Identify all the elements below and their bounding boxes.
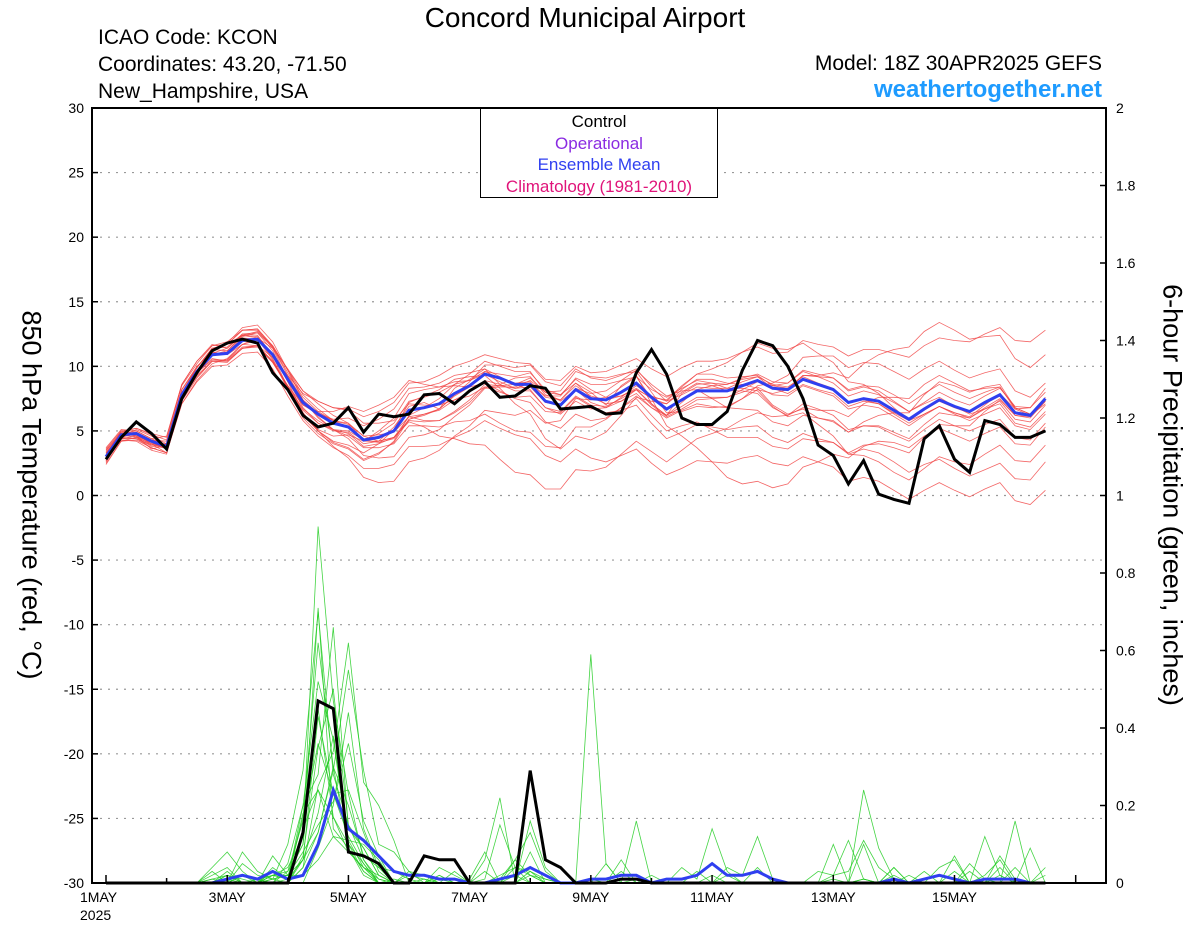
left-tick-label: 0 xyxy=(76,488,84,504)
temperature-member-line xyxy=(105,345,1046,461)
legend: Control Operational Ensemble Mean Climat… xyxy=(480,108,718,198)
precipitation-member-line xyxy=(106,681,1046,884)
temperature-member-line xyxy=(105,324,1046,461)
precipitation-member-lines xyxy=(106,526,1046,884)
model-run: Model: 18Z 30APR2025 GEFS xyxy=(814,52,1102,75)
precipitation-member-line xyxy=(106,735,1046,884)
right-tick-label: 1.2 xyxy=(1116,410,1136,426)
left-tick-label: -10 xyxy=(64,617,84,633)
temperature-member-line xyxy=(105,328,1046,489)
temperature-member-line xyxy=(105,329,1046,454)
legend-operational: Operational xyxy=(555,133,643,153)
precipitation-control-line xyxy=(106,698,1046,885)
precipitation-member-line xyxy=(106,743,1046,884)
legend-ensemble-mean: Ensemble Mean xyxy=(537,155,661,174)
precipitation-member-line xyxy=(106,708,1046,884)
right-tick-label: 0.2 xyxy=(1116,798,1136,814)
temperature-member-line xyxy=(105,346,1046,484)
left-tick-label: -25 xyxy=(64,810,84,826)
right-tick-label: 1 xyxy=(1116,488,1124,504)
right-tick-label: 0.8 xyxy=(1116,565,1136,581)
precipitation-member-line xyxy=(106,642,1046,884)
precipitation-member-line xyxy=(106,654,1046,884)
x-tick-label: 1MAY xyxy=(80,889,118,905)
temperature-member-line xyxy=(105,331,1046,490)
x-tick-label: 13MAY xyxy=(811,889,857,905)
left-tick-label: 5 xyxy=(76,423,84,439)
left-tick-label: -5 xyxy=(72,552,85,568)
temperature-member-line xyxy=(105,332,1046,460)
precipitation-member-line xyxy=(106,743,1046,884)
precipitation-member-line xyxy=(106,789,1046,884)
left-tick-label: 15 xyxy=(68,294,84,310)
right-axis-ticks: 2 1.8 1.6 1.4 1.2 1 0.8 0.6 0.4 0.2 0 xyxy=(1100,100,1136,891)
precipitation-member-line xyxy=(106,611,1046,884)
left-tick-label: -20 xyxy=(64,746,84,762)
location: New_Hampshire, USA xyxy=(98,80,309,103)
x-tick-label: 11MAY xyxy=(690,889,734,905)
precipitation-member-line xyxy=(106,642,1046,884)
right-tick-label: 0.4 xyxy=(1116,720,1136,736)
x-tick-label: 15MAY xyxy=(932,889,978,905)
right-tick-label: 1.6 xyxy=(1116,255,1136,271)
x-tick-label: 5MAY xyxy=(330,889,368,905)
x-tick-label: 7MAY xyxy=(451,889,489,905)
precipitation-member-line xyxy=(106,607,1046,884)
precipitation-member-line xyxy=(106,765,1046,884)
left-tick-label: -15 xyxy=(64,681,84,697)
temperature-control-line xyxy=(104,337,1046,506)
right-tick-label: 0.6 xyxy=(1116,643,1136,659)
x-tick-label: 9MAY xyxy=(572,889,610,905)
left-tick-label: 10 xyxy=(68,358,84,374)
left-tick-label: 25 xyxy=(68,165,84,181)
temperature-member-lines xyxy=(105,321,1046,505)
right-tick-label: 1.8 xyxy=(1116,178,1136,194)
precipitation-member-line xyxy=(106,526,1046,884)
left-axis-ticks: 30 25 20 15 10 5 0 -5 -10 -15 -20 -25 -30 xyxy=(64,100,98,891)
precipitation-member-line xyxy=(106,789,1046,884)
legend-control: Control xyxy=(571,112,627,131)
temperature-member-line xyxy=(105,345,1046,464)
site-name: weathertogether.net xyxy=(873,76,1102,103)
left-tick-label: 30 xyxy=(68,100,84,116)
left-tick-label: -30 xyxy=(64,875,84,891)
temperature-member-line xyxy=(105,333,1046,451)
precipitation-member-line xyxy=(106,669,1046,884)
coordinates: Coordinates: 43.20, -71.50 xyxy=(98,53,347,76)
x-tick-label: 3MAY xyxy=(209,889,247,905)
right-axis-label: 6-hour Precipitation (green, inches) xyxy=(1157,284,1188,706)
precipitation-ensemble-mean-line xyxy=(106,785,1046,885)
temperature-member-line xyxy=(105,345,1046,481)
right-tick-label: 2 xyxy=(1116,100,1124,116)
temperature-ensemble-mean-line xyxy=(104,337,1047,458)
temperature-member-line xyxy=(105,337,1046,463)
right-tick-label: 1.4 xyxy=(1116,333,1136,349)
chart-title: Concord Municipal Airport xyxy=(424,2,746,33)
precipitation-member-line xyxy=(106,627,1046,884)
legend-climatology: Climatology (1981-2010) xyxy=(505,176,693,196)
temperature-member-line xyxy=(105,351,1046,505)
right-tick-label: 0 xyxy=(1116,875,1124,891)
precipitation-member-line xyxy=(106,689,1046,884)
left-axis-label: 850 hPa Temperature (red, °C) xyxy=(16,310,47,680)
horizontal-gridlines xyxy=(92,171,1106,820)
icao-code: ICAO Code: KCON xyxy=(98,26,278,49)
x-axis-ticks: 1MAY 2025 3MAY 5MAY 7MAY 9MAY 11MAY 13MAY 15MAY xyxy=(80,875,1077,923)
x-tick-sublabel: 2025 xyxy=(80,907,111,923)
left-tick-label: 20 xyxy=(68,229,84,245)
